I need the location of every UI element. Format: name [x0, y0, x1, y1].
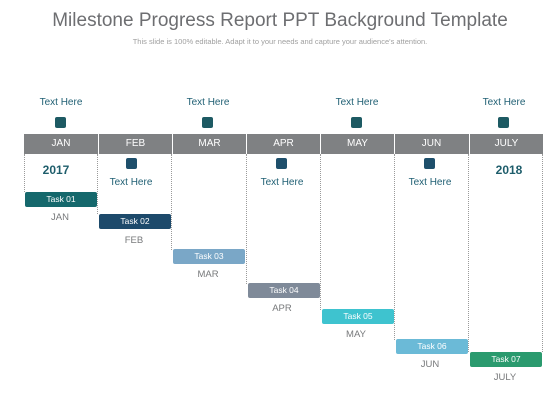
mid-marker-2-icon — [276, 158, 287, 169]
task-05-month: MAY — [346, 329, 366, 340]
year-start: 2017 — [42, 163, 70, 177]
task-07-bar: Task 07 — [470, 352, 542, 367]
task-07-month: JULY — [493, 372, 517, 383]
top-note-2: Text Here — [186, 97, 230, 108]
month-header-apr: APR — [246, 134, 320, 154]
column-divider — [24, 154, 25, 192]
month-header-jun: JUN — [394, 134, 468, 154]
column-divider — [97, 154, 98, 214]
task-02-month: FEB — [124, 235, 144, 246]
mid-note-2: Text Here — [260, 177, 304, 188]
task-02-bar: Task 02 — [99, 214, 171, 229]
top-note-3: Text Here — [335, 97, 379, 108]
column-divider — [394, 154, 395, 340]
task-01-month: JAN — [51, 212, 69, 223]
month-header-mar: MAR — [172, 134, 246, 154]
column-divider — [320, 154, 321, 310]
task-04-month: APR — [272, 303, 292, 314]
top-marker-1-icon — [55, 117, 66, 128]
column-divider — [171, 154, 172, 250]
task-04-bar: Task 04 — [248, 283, 320, 298]
top-marker-2-icon — [202, 117, 213, 128]
slide-subtitle: This slide is 100% editable. Adapt it to… — [132, 37, 428, 46]
mid-note-1: Text Here — [109, 177, 153, 188]
top-marker-3-icon — [351, 117, 362, 128]
column-divider — [542, 154, 543, 352]
task-06-bar: Task 06 — [396, 339, 468, 354]
month-header-feb: FEB — [98, 134, 172, 154]
column-divider — [246, 154, 247, 284]
task-01-bar: Task 01 — [25, 192, 97, 207]
mid-marker-1-icon — [126, 158, 137, 169]
month-header-july: JULY — [469, 134, 543, 154]
mid-marker-3-icon — [424, 158, 435, 169]
task-03-bar: Task 03 — [173, 249, 245, 264]
task-03-month: MAR — [197, 269, 219, 280]
task-05-bar: Task 05 — [322, 309, 394, 324]
top-note-4: Text Here — [482, 97, 526, 108]
timeline-bar — [24, 134, 543, 154]
column-divider — [468, 154, 469, 352]
month-header-jan: JAN — [51, 138, 71, 149]
mid-note-3: Text Here — [408, 177, 452, 188]
task-06-month: JUN — [420, 359, 440, 370]
top-marker-4-icon — [498, 117, 509, 128]
top-note-1: Text Here — [39, 97, 83, 108]
year-end: 2018 — [495, 163, 523, 177]
slide-title: Milestone Progress Report PPT Background… — [52, 10, 508, 31]
month-header-may: MAY — [320, 134, 394, 154]
